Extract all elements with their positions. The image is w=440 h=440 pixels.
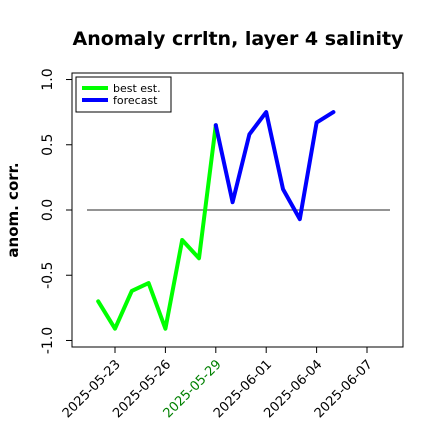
data-point-best-est	[130, 289, 134, 293]
chart-title: Anomaly crrltn, layer 4 salinity	[73, 28, 404, 50]
series-line-forecast	[213, 110, 336, 222]
data-point-forecast	[231, 200, 235, 204]
data-point-best-est	[180, 238, 184, 242]
legend-box	[75, 76, 172, 113]
axes-layer: -1.0-0.50.00.51.02025-05-232025-05-26202…	[40, 68, 404, 421]
y-axis-label: anom. corr.	[4, 162, 22, 257]
legend-label-forecast: forecast	[113, 94, 158, 107]
data-point-forecast	[331, 110, 335, 114]
data-point-forecast	[247, 132, 251, 136]
data-point-forecast	[315, 121, 319, 125]
y-tick-label: -0.5	[40, 262, 56, 289]
data-point-best-est	[147, 281, 151, 285]
data-point-forecast	[298, 217, 302, 221]
legend-label-best-est: best est.	[113, 82, 161, 95]
data-point-best-est	[113, 327, 117, 331]
data-point-forecast	[214, 123, 218, 127]
series-line-best-est	[96, 123, 218, 331]
legend: best est.forecast	[75, 76, 172, 113]
data-point-forecast	[281, 187, 285, 191]
data-point-best-est	[96, 299, 100, 303]
y-tick-label: -1.0	[40, 327, 56, 354]
data-point-best-est	[197, 256, 201, 260]
series-layer	[96, 110, 336, 331]
data-point-best-est	[163, 327, 167, 331]
data-point-forecast	[264, 110, 268, 114]
y-tick-label: 0.0	[40, 199, 56, 221]
y-tick-label: 1.0	[40, 68, 56, 90]
y-tick-label: 0.5	[40, 134, 56, 156]
